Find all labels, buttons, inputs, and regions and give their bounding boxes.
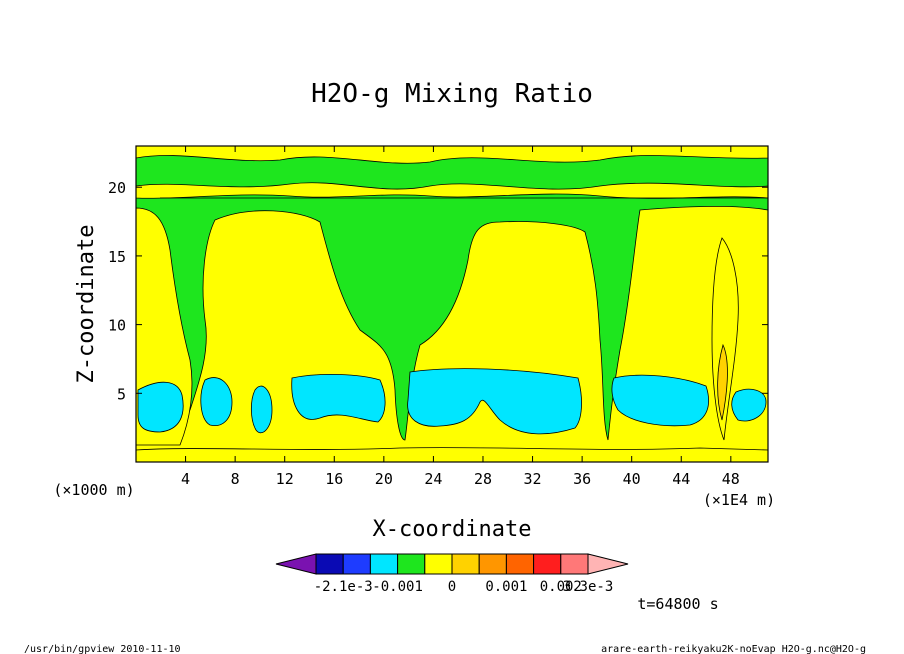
x-tick-label: 16 <box>325 470 343 488</box>
x-tick-label: 4 <box>181 470 190 488</box>
x-tick-label: 36 <box>573 470 591 488</box>
region-cyan-1 <box>137 381 184 433</box>
y-axis-ticks: 5 10 15 20 <box>108 179 768 403</box>
colorbar-underflow-triangle <box>275 553 317 575</box>
colorbar-tick-label: 0.002 <box>540 579 582 595</box>
region-cyan-3 <box>250 385 273 434</box>
colorbar-tick-label: -2.1e-3 <box>314 579 373 595</box>
colorbar <box>275 553 629 575</box>
colorbar-box <box>315 553 344 575</box>
colorbar-box <box>451 553 480 575</box>
colorbar-box <box>478 553 507 575</box>
colorbar-tick-label: 3.3e-3 <box>563 579 614 595</box>
region-yellow-band-upper <box>136 182 768 199</box>
x-axis-ticks: 4 8 12 16 20 24 28 32 36 40 44 48 <box>181 146 740 488</box>
region-cyan-5 <box>407 368 582 435</box>
x-multiplier-label: (×1E4 m) <box>703 491 775 509</box>
footer-left: /usr/bin/gpview 2010-11-10 <box>24 644 181 654</box>
x-tick-label: 40 <box>623 470 641 488</box>
plot-frame <box>135 145 769 463</box>
colorbar-tick-label: 0.001 <box>485 579 527 595</box>
y-tick-label: 20 <box>108 179 126 197</box>
y-axis-title: Z-coordinate <box>74 225 99 384</box>
colorbar-tick-label: 0 <box>448 579 456 595</box>
x-axis-title: X-coordinate <box>373 517 532 542</box>
x-tick-label: 44 <box>672 470 690 488</box>
x-tick-label: 32 <box>524 470 542 488</box>
x-tick-label: 24 <box>424 470 442 488</box>
colorbar-tick-label: -0.001 <box>372 579 423 595</box>
colorbar-box <box>424 553 453 575</box>
colorbar-box <box>397 553 426 575</box>
x-tick-label: 12 <box>276 470 294 488</box>
colorbar-box <box>560 553 589 575</box>
colorbar-box <box>533 553 562 575</box>
footer-right: arare-earth-reikyaku2K-noEvap_H2O-g.nc@H… <box>601 644 866 654</box>
region-cyan-7 <box>731 388 767 422</box>
region-yellow-bottom <box>136 447 768 462</box>
plot-area <box>135 145 769 463</box>
x-tick-label: 8 <box>231 470 240 488</box>
x-tick-label: 28 <box>474 470 492 488</box>
region-cyan-4 <box>291 373 386 423</box>
colorbar-box <box>505 553 535 575</box>
x-tick-label: 48 <box>722 470 740 488</box>
y-tick-label: 10 <box>108 317 126 335</box>
region-yellow-top <box>136 146 768 164</box>
x-tick-label: 20 <box>375 470 393 488</box>
y-tick-label: 15 <box>108 248 126 266</box>
colorbar-box <box>369 553 399 575</box>
colorbar-box <box>342 553 371 575</box>
colorbar-overflow-triangle <box>587 553 629 575</box>
region-orange-cell <box>717 343 728 421</box>
chart-title: H2O-g Mixing Ratio <box>311 79 593 109</box>
region-cyan-2 <box>200 377 233 427</box>
region-cyan-6 <box>611 374 709 427</box>
x-units-label: (×1000 m) <box>53 481 134 499</box>
time-annotation: t=64800 s <box>637 595 718 613</box>
y-tick-label: 5 <box>117 385 126 403</box>
